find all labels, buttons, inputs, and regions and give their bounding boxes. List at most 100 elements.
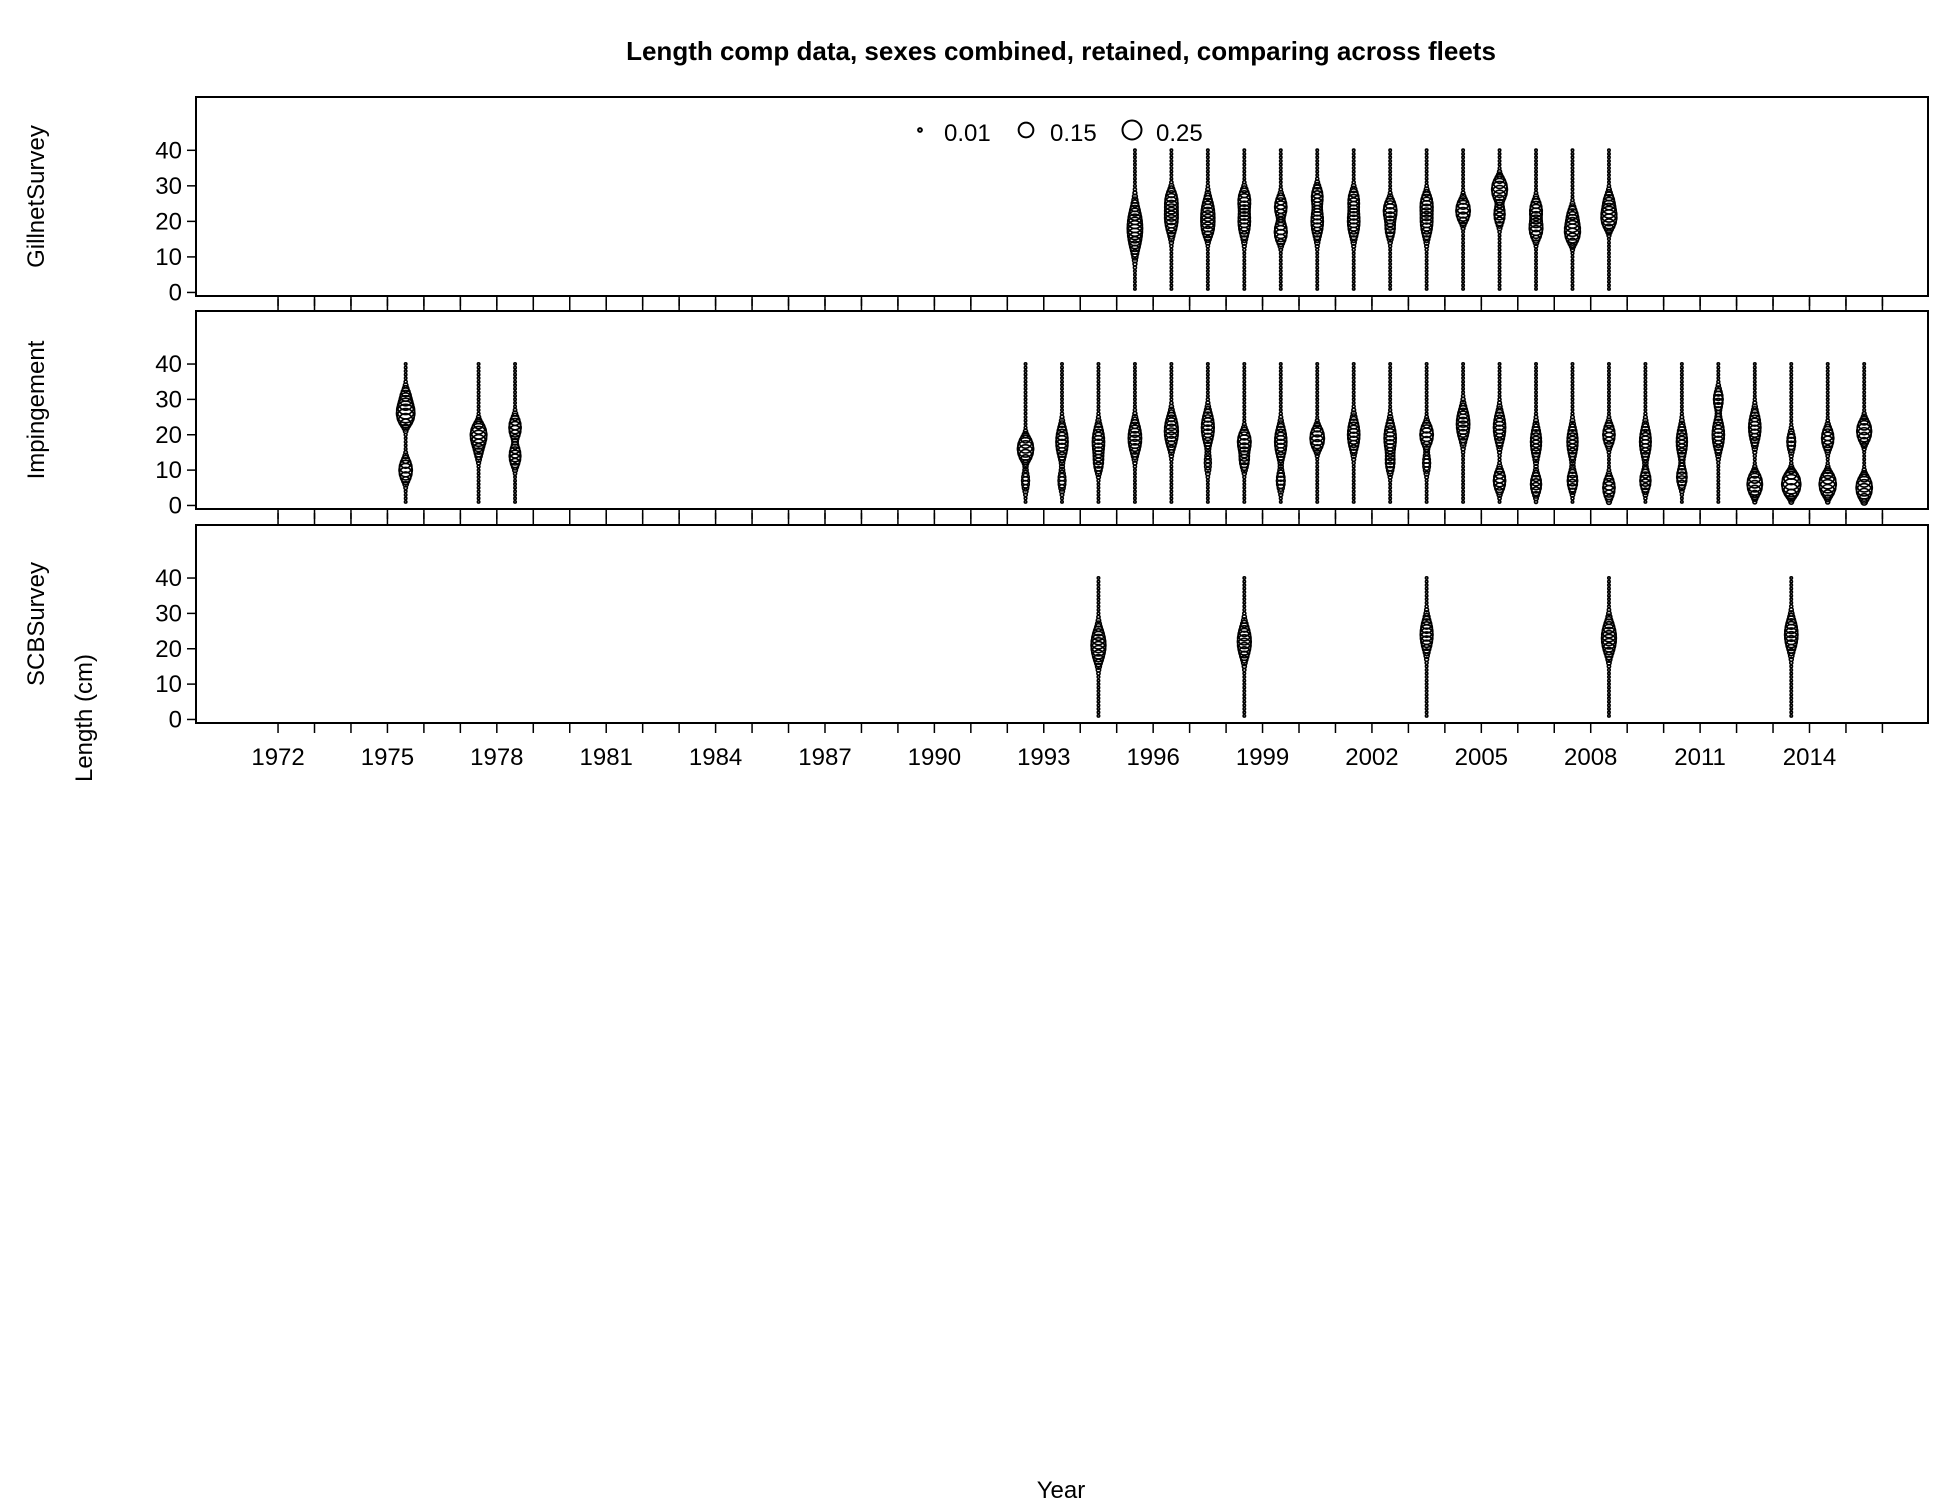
bubble xyxy=(1169,475,1174,480)
bubble xyxy=(1315,411,1320,416)
bubble xyxy=(1746,475,1764,493)
bubble xyxy=(1606,383,1611,388)
bubble xyxy=(1566,474,1579,487)
bubble xyxy=(1242,689,1247,694)
year-column-1975-5 xyxy=(395,362,416,504)
bubble xyxy=(1461,272,1466,277)
bubble xyxy=(403,436,408,441)
bubble xyxy=(1096,499,1101,504)
bubble xyxy=(1461,482,1466,487)
bubble xyxy=(1570,404,1575,409)
bubble xyxy=(1497,240,1502,245)
bubble xyxy=(1351,489,1356,494)
bubble xyxy=(1497,369,1502,374)
bubble xyxy=(1497,155,1502,160)
bubble xyxy=(1315,372,1320,377)
bubble xyxy=(513,372,518,377)
bubble xyxy=(1788,453,1794,459)
bubble xyxy=(1461,489,1466,494)
bubble xyxy=(1862,383,1867,388)
bubble xyxy=(1855,478,1874,497)
bubble xyxy=(1461,151,1466,156)
bubble xyxy=(1789,576,1794,581)
bubble xyxy=(1204,448,1212,456)
x-tick-label: 1978 xyxy=(470,744,523,771)
bubble xyxy=(513,485,518,490)
bubble xyxy=(1419,207,1434,222)
bubble xyxy=(1132,386,1137,391)
bubble xyxy=(1315,269,1320,274)
bubble xyxy=(1676,429,1688,441)
year-column-2014-5 xyxy=(1818,362,1838,505)
bubble xyxy=(1023,379,1028,384)
bubble xyxy=(513,362,518,367)
bubble xyxy=(1096,579,1101,584)
bubble xyxy=(1789,685,1794,690)
bubble xyxy=(1570,176,1575,181)
bubble xyxy=(510,412,520,422)
bubble xyxy=(1205,158,1210,163)
bubble xyxy=(1570,379,1575,384)
bubble xyxy=(1242,597,1247,602)
legend-bubble xyxy=(1017,121,1035,139)
year-column-1996-5 xyxy=(1163,362,1180,504)
bubble xyxy=(1461,244,1466,249)
bubble xyxy=(1825,365,1830,370)
bubble xyxy=(1534,176,1539,181)
bubble xyxy=(1278,279,1283,284)
bubble xyxy=(1096,607,1101,612)
bubble xyxy=(1566,435,1579,449)
bubble xyxy=(1712,421,1725,434)
bubble xyxy=(1424,667,1429,672)
bubble xyxy=(1242,169,1247,174)
bubble xyxy=(1346,210,1361,225)
bubble xyxy=(1164,190,1178,203)
bubble xyxy=(1242,176,1247,181)
bubble xyxy=(1424,158,1429,163)
bubble xyxy=(1128,204,1141,217)
x-tick-label: 1987 xyxy=(798,744,851,771)
bubble xyxy=(1351,478,1356,483)
bubble xyxy=(1169,158,1174,163)
bubble xyxy=(1205,362,1210,367)
bubble xyxy=(1315,468,1320,473)
bubble xyxy=(1383,200,1398,215)
bubble xyxy=(1169,269,1174,274)
bubble xyxy=(1169,393,1174,398)
bubble xyxy=(1789,372,1794,377)
bubble xyxy=(1242,418,1247,423)
year-column-2010-5 xyxy=(1675,362,1689,504)
bubble xyxy=(1825,362,1830,367)
bubble xyxy=(1315,393,1320,398)
bubble xyxy=(1385,195,1395,205)
bubble xyxy=(1570,162,1575,167)
bubble xyxy=(1278,411,1284,416)
bubble xyxy=(1242,262,1247,267)
bubble xyxy=(476,383,481,388)
bubble xyxy=(1132,393,1137,398)
bubble xyxy=(1168,239,1175,246)
bubble xyxy=(1169,258,1174,263)
bubble xyxy=(1388,251,1393,256)
bubble xyxy=(1092,425,1105,437)
bubble xyxy=(1606,166,1611,171)
bubble xyxy=(1278,262,1283,267)
bubble xyxy=(1752,383,1757,388)
panel-label-gillnetsurvey: GillnetSurvey xyxy=(23,125,50,268)
bubble xyxy=(1242,576,1247,581)
bubble xyxy=(1351,485,1356,490)
bubble xyxy=(1096,485,1101,490)
bubble xyxy=(1205,482,1210,487)
bubble xyxy=(1315,492,1320,497)
bubble xyxy=(1388,383,1393,388)
bubble xyxy=(1242,407,1247,412)
bubble xyxy=(1460,446,1466,452)
bubble xyxy=(1424,169,1429,174)
bubble xyxy=(1461,180,1466,185)
bubble xyxy=(1388,272,1393,277)
bubble xyxy=(1422,188,1431,198)
bubble xyxy=(1315,397,1320,402)
bubble xyxy=(1315,151,1320,156)
bubble xyxy=(1169,283,1174,288)
bubble xyxy=(1132,362,1137,367)
